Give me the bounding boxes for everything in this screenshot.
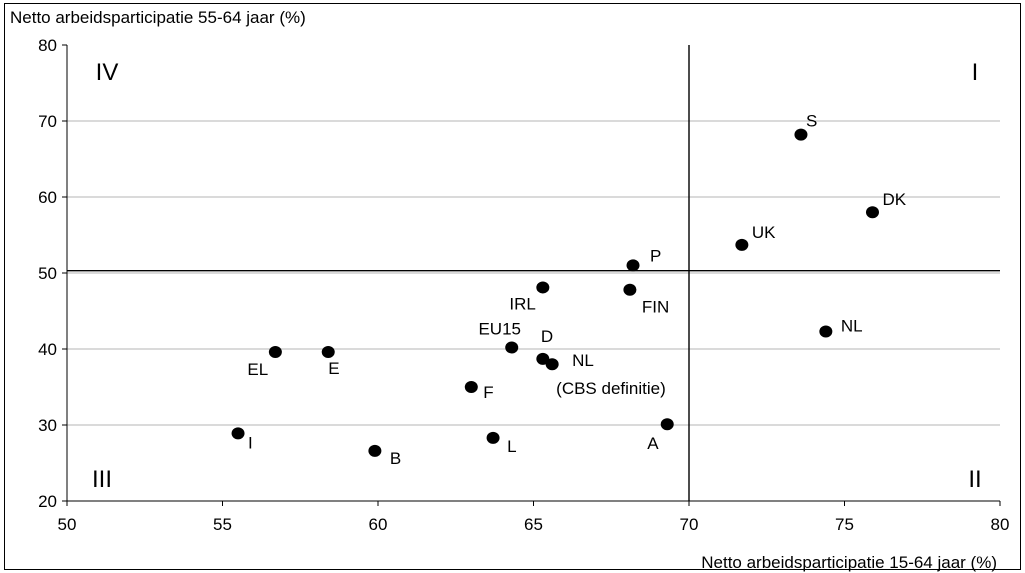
reference-lines bbox=[67, 45, 1000, 501]
x-axis-title: Netto arbeidsparticipatie 15-64 jaar (%) bbox=[701, 553, 997, 572]
axes: 20 30 40 50 60 70 80 50 55 60 65 70 75 80 bbox=[38, 36, 1009, 534]
point-fin bbox=[623, 283, 637, 296]
point-l bbox=[486, 431, 500, 444]
point-d bbox=[536, 352, 550, 365]
point-el bbox=[268, 346, 282, 359]
point-nl-cbs-definitie bbox=[545, 358, 559, 371]
point-label-f: F bbox=[483, 383, 493, 402]
point-label-irl: IRL bbox=[509, 294, 535, 313]
y-tick-label-80: 80 bbox=[38, 36, 57, 55]
quadrant-label-i: I bbox=[972, 59, 979, 86]
point-s bbox=[794, 128, 808, 141]
x-tick-label-80: 80 bbox=[991, 515, 1010, 534]
y-tick-label-60: 60 bbox=[38, 188, 57, 207]
point-label-i: I bbox=[248, 433, 253, 452]
point-a bbox=[660, 418, 674, 431]
point-label-p: P bbox=[650, 246, 661, 265]
quadrant-label-ii: II bbox=[968, 466, 981, 493]
point-b bbox=[368, 444, 382, 457]
point-label-s: S bbox=[806, 112, 817, 131]
point-nl bbox=[819, 325, 833, 338]
gridlines bbox=[67, 120, 1000, 426]
point-label-nl: NL bbox=[841, 317, 863, 336]
point-label-eu15: EU15 bbox=[478, 319, 521, 338]
point-labels: S DK UK P IRL FIN NL EU15 DNL (CBS definitie) EL E F… bbox=[247, 112, 906, 468]
x-tick-label-50: 50 bbox=[58, 515, 77, 534]
point-label-uk: UK bbox=[752, 223, 776, 242]
point-e bbox=[321, 346, 335, 359]
point-label-fin: FIN bbox=[642, 298, 669, 317]
point-uk bbox=[735, 238, 749, 251]
y-axis-title: Netto arbeidsparticipatie 55-64 jaar (%) bbox=[10, 8, 306, 27]
point-dk bbox=[865, 206, 879, 219]
point-label-nl-cbs-definitie: NL (CBS definitie) bbox=[556, 351, 666, 398]
point-p bbox=[626, 259, 640, 272]
point-label-d: D bbox=[541, 327, 553, 346]
point-label-dk: DK bbox=[882, 190, 906, 209]
point-label-b: B bbox=[390, 449, 401, 468]
x-tick-label-65: 65 bbox=[524, 515, 543, 534]
point-i bbox=[231, 427, 245, 440]
y-tick-label-20: 20 bbox=[38, 492, 57, 511]
point-eu15 bbox=[505, 341, 519, 354]
x-tick-label-75: 75 bbox=[835, 515, 854, 534]
x-tick-label-55: 55 bbox=[213, 515, 232, 534]
quadrant-label-iii: III bbox=[92, 466, 112, 493]
x-tick-label-60: 60 bbox=[369, 515, 388, 534]
point-irl bbox=[536, 281, 550, 294]
y-tick-label-40: 40 bbox=[38, 340, 57, 359]
quadrant-label-iv: IV bbox=[96, 59, 119, 86]
y-tick-label-30: 30 bbox=[38, 416, 57, 435]
point-label-e: E bbox=[328, 359, 339, 378]
point-f bbox=[464, 381, 478, 393]
point-label-el: EL bbox=[247, 360, 268, 379]
chart-border bbox=[4, 3, 1021, 570]
point-label-l: L bbox=[507, 437, 516, 456]
data-points bbox=[231, 128, 879, 457]
y-tick-label-50: 50 bbox=[38, 264, 57, 283]
x-tick-label-70: 70 bbox=[680, 515, 699, 534]
point-label-a: A bbox=[647, 434, 659, 453]
y-tick-label-70: 70 bbox=[38, 112, 57, 131]
